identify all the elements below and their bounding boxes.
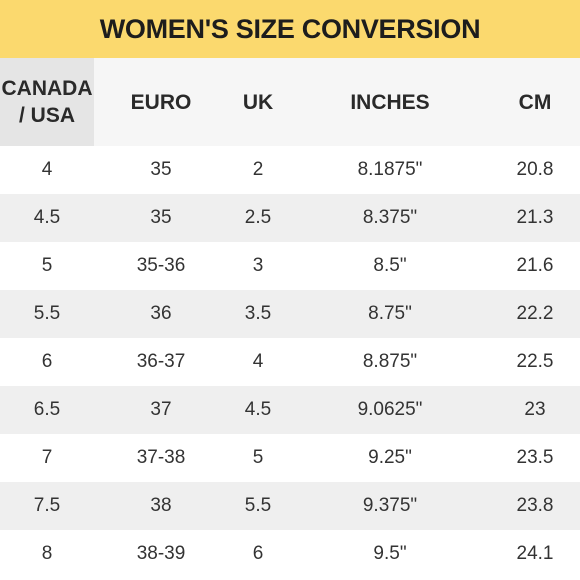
cell-uk: 4 [252,351,264,372]
table-row: 7 37-38 5 9.25" 23.5 [0,434,580,482]
cell-euro: 35-36 [136,255,186,276]
cell-euro: 37 [150,399,172,420]
cell-canada-usa: 5.5 [33,303,61,324]
cell-cm: 22.2 [516,303,554,324]
cell-uk: 2.5 [244,207,272,228]
cell-inches: 9.0625" [357,399,423,420]
cell-euro: 38-39 [136,543,186,564]
cell-euro: 35 [150,207,172,228]
cell-cm: 21.3 [516,207,554,228]
cell-euro: 36-37 [136,351,186,372]
cell-cm: 22.5 [516,351,554,372]
cell-inches: 8.875" [362,351,418,372]
cell-canada-usa: 6 [41,351,53,372]
header-inches: INCHES [350,90,430,114]
cell-inches: 9.375" [362,495,418,516]
cell-uk: 4.5 [244,399,272,420]
chart-title: WOMEN'S SIZE CONVERSION [0,0,580,58]
cell-canada-usa: 4 [41,159,53,180]
table-row: 5.5 36 3.5 8.75" 22.2 [0,290,580,338]
cell-euro: 36 [150,303,172,324]
table-header-row: CANADA / USA EURO UK INCHES CM [0,58,580,146]
cell-inches: 8.375" [362,207,418,228]
cell-euro: 35 [150,159,172,180]
table-row: 4.5 35 2.5 8.375" 21.3 [0,194,580,242]
header-usa-line: / USA [18,104,75,127]
table-body: 4 35 2 8.1875" 20.8 4.5 35 2.5 8.375" 21… [0,146,580,578]
cell-uk: 5 [252,447,264,468]
table-row: 5 35-36 3 8.5" 21.6 [0,242,580,290]
table-row: 6.5 37 4.5 9.0625" 23 [0,386,580,434]
cell-inches: 9.25" [368,447,412,468]
header-cm: CM [518,90,552,114]
cell-canada-usa: 4.5 [33,207,61,228]
cell-cm: 21.6 [516,255,554,276]
header-euro: EURO [130,90,192,114]
cell-inches: 9.5" [373,543,407,564]
table-row: 4 35 2 8.1875" 20.8 [0,146,580,194]
header-uk: UK [242,90,274,114]
cell-cm: 23 [524,399,546,420]
cell-cm: 20.8 [516,159,554,180]
cell-uk: 3 [252,255,264,276]
cell-cm: 24.1 [516,543,554,564]
cell-euro: 38 [150,495,172,516]
cell-cm: 23.5 [516,447,554,468]
cell-canada-usa: 8 [41,543,53,564]
cell-euro: 37-38 [136,447,186,468]
cell-canada-usa: 6.5 [33,399,61,420]
cell-inches: 8.75" [368,303,412,324]
header-canada-line: CANADA [1,77,93,100]
table-row: 7.5 38 5.5 9.375" 23.8 [0,482,580,530]
cell-uk: 3.5 [244,303,272,324]
cell-canada-usa: 7 [41,447,53,468]
cell-canada-usa: 5 [41,255,53,276]
table-row: 8 38-39 6 9.5" 24.1 [0,530,580,578]
size-table: CANADA / USA EURO UK INCHES CM 4 35 2 8.… [0,58,580,578]
cell-uk: 2 [252,159,264,180]
header-canada-usa-label: CANADA / USA [2,75,93,129]
header-canada-usa: CANADA / USA [0,58,94,146]
cell-cm: 23.8 [516,495,554,516]
cell-uk: 6 [252,543,264,564]
cell-uk: 5.5 [244,495,272,516]
cell-inches: 8.1875" [357,159,423,180]
table-row: 6 36-37 4 8.875" 22.5 [0,338,580,386]
cell-canada-usa: 7.5 [33,495,61,516]
cell-inches: 8.5" [373,255,407,276]
